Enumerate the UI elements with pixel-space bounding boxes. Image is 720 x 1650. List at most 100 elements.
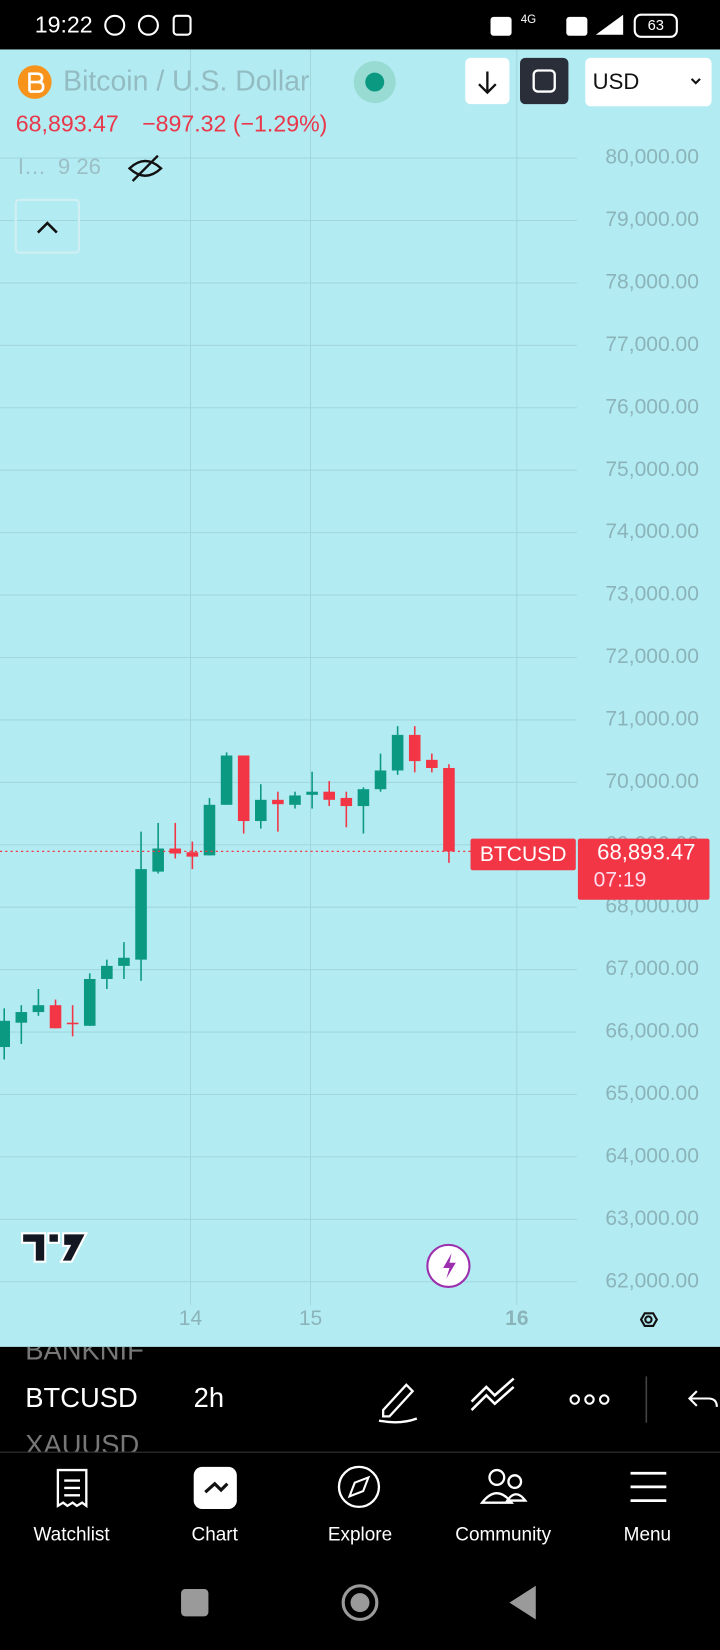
nav-label[interactable]: Chart: [192, 1524, 239, 1545]
y-tick-label: 72,000.00: [605, 645, 699, 668]
symbol-option[interactable]: XAUUSD: [25, 1429, 139, 1460]
candle-body: [374, 770, 387, 790]
candle-body: [49, 1005, 62, 1029]
y-tick-label: 78,000.00: [605, 270, 699, 293]
symbol-picker[interactable]: BANKNIF BTCUSD XAUUSD: [25, 1334, 144, 1460]
undo-button[interactable]: [687, 1390, 718, 1407]
x-tick-label: 15: [299, 1307, 322, 1330]
home-button[interactable]: [341, 1584, 379, 1622]
currency-select[interactable]: [585, 57, 712, 107]
more-dot[interactable]: [569, 1394, 580, 1405]
indicators-button[interactable]: [470, 1377, 515, 1411]
candle-body: [152, 848, 164, 872]
nav-label[interactable]: Menu: [624, 1524, 671, 1545]
candle-body: [220, 755, 233, 805]
y-tick-label: 65,000.00: [605, 1082, 699, 1105]
nav-label[interactable]: Watchlist: [34, 1524, 111, 1545]
y-tick-label: 67,000.00: [605, 957, 699, 980]
chart-icon[interactable]: [193, 1466, 237, 1509]
candle-body: [306, 791, 318, 795]
y-tick-label: 80,000.00: [605, 146, 699, 169]
y-tick-label: 77,000.00: [605, 333, 699, 356]
candle-body: [408, 734, 421, 762]
y-tick-label: 68,000.00: [605, 895, 699, 918]
candle-body: [443, 767, 455, 852]
last-price-box: [577, 838, 710, 900]
y-tick-label: 70,000.00: [605, 770, 699, 793]
download-icon: [478, 71, 497, 95]
signal-icon: [595, 14, 624, 35]
candle-body: [135, 869, 147, 960]
candle-body: [323, 791, 335, 800]
candle-body: [255, 799, 267, 822]
volte-icon: [490, 16, 512, 36]
candle-body: [0, 1020, 10, 1048]
y-tick-label: 71,000.00: [605, 707, 699, 730]
eye-slash: [131, 154, 159, 182]
y-tick-label: 64,000.00: [605, 1144, 699, 1167]
chevron-down: [690, 78, 701, 85]
tradingview-logo: [21, 1232, 89, 1263]
more-dot[interactable]: [598, 1394, 610, 1405]
price-change: −897.32 (−1.29%): [142, 110, 327, 136]
recents-button[interactable]: [181, 1588, 209, 1617]
y-tick-label: 63,000.00: [605, 1207, 699, 1230]
battery-icon: [633, 13, 678, 38]
back-button[interactable]: [509, 1585, 536, 1620]
fullscreen-icon: [532, 69, 556, 93]
explore-needle: [347, 1475, 371, 1499]
y-tick-label: 74,000.00: [605, 520, 699, 543]
candle-body: [83, 978, 96, 1026]
x-axis: 14 15 16: [179, 1307, 529, 1330]
status-bar: [0, 0, 720, 50]
settings-icon[interactable]: [639, 1312, 659, 1327]
more-dot[interactable]: [584, 1394, 595, 1405]
community-icon[interactable]: [488, 1468, 506, 1486]
status-time: 19:22: [35, 11, 93, 37]
y-tick-label: 73,000.00: [605, 583, 699, 606]
candle-body: [203, 804, 216, 856]
grid: [0, 157, 577, 1283]
candle-body: [15, 1012, 28, 1023]
last-price-label: 68,893.47: [597, 839, 695, 864]
explore-icon[interactable]: [337, 1465, 381, 1509]
fullscreen-button[interactable]: [520, 57, 569, 105]
hide-indicator-button[interactable]: [127, 154, 163, 182]
bottom-nav: [0, 1453, 720, 1569]
indicator-name: I…: [18, 154, 46, 179]
whatsapp-icon: [137, 14, 159, 36]
notification-icon: [172, 14, 192, 36]
candle-body: [101, 965, 113, 979]
candle-body: [118, 957, 130, 966]
last-price: 68,893.47: [16, 110, 119, 136]
candle-body: [186, 852, 199, 857]
draw-button[interactable]: [378, 1383, 418, 1424]
y-tick-label: 66,000.00: [605, 1020, 699, 1043]
indicator-values: 9 26: [58, 154, 101, 179]
candle-body: [340, 797, 353, 807]
nav-label[interactable]: Community: [455, 1524, 551, 1545]
battery-level: 63: [648, 18, 664, 34]
lightning-icon: [443, 1253, 456, 1279]
candle-body: [357, 789, 370, 807]
collapse-button[interactable]: [14, 198, 80, 254]
watchlist-icon[interactable]: [56, 1468, 88, 1509]
y-tick-label: 79,000.00: [605, 208, 699, 231]
y-tick-label: 76,000.00: [605, 395, 699, 418]
symbol-title[interactable]: Bitcoin / U.S. Dollar: [63, 66, 309, 98]
interval[interactable]: 2h: [194, 1382, 224, 1413]
symbol-option[interactable]: BANKNIF: [25, 1334, 144, 1365]
symbol-selected[interactable]: BTCUSD: [25, 1382, 138, 1413]
community-icon: [507, 1474, 523, 1490]
candle-body: [237, 755, 250, 822]
home-button-dot: [350, 1593, 370, 1613]
candle-body: [289, 795, 301, 805]
y-tick-label: 75,000.00: [605, 458, 699, 481]
community-icon-body: [479, 1492, 528, 1504]
market-status: [365, 72, 385, 92]
nav-label[interactable]: Explore: [328, 1524, 392, 1545]
chart-area: [0, 49, 720, 1347]
menu-icon[interactable]: [630, 1471, 667, 1502]
